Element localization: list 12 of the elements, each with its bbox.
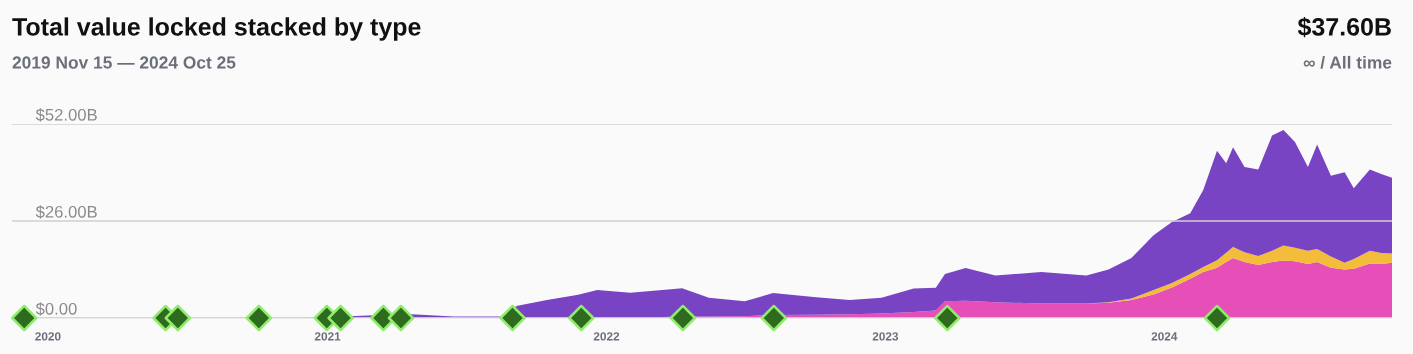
chart-subtitle: 2019 Nov 15 — 2024 Oct 25: [12, 56, 236, 69]
y-tick-label: $26.00B: [35, 205, 97, 219]
x-tick-label: 2023: [872, 332, 899, 341]
x-tick-label: 2020: [35, 332, 61, 341]
chart-title: Total value locked stacked by type: [12, 17, 421, 41]
x-tick-label: 2021: [314, 332, 341, 341]
y-tick-label: $52.00B: [35, 108, 97, 122]
x-tick-label: 2022: [593, 332, 620, 341]
text: $37.60B: [1297, 16, 1391, 38]
x-tick-label: 2024: [1151, 332, 1178, 341]
y-tick-label: $0.00: [35, 302, 77, 316]
text: ∞ / All time: [1303, 55, 1392, 69]
